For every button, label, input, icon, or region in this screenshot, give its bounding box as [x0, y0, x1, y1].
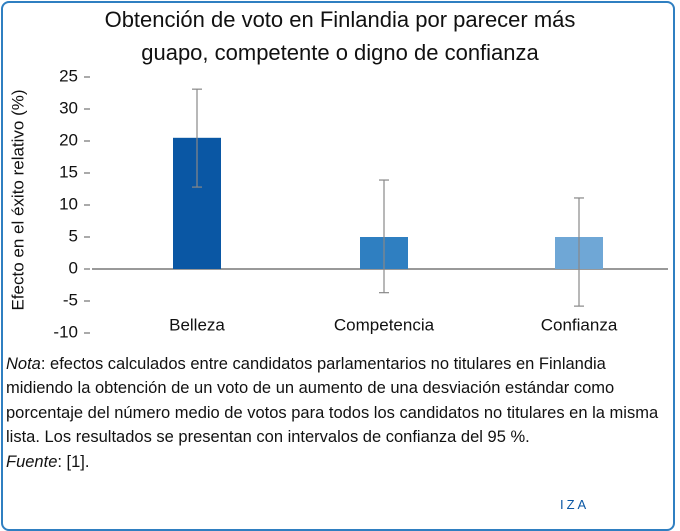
x-tick-label: Confianza — [541, 315, 618, 334]
y-axis-label: Efecto en el éxito relativo (%) — [8, 89, 27, 310]
chart-title: Obtención de voto en Finlandia por parec… — [105, 7, 576, 32]
y-tick-label: -10 — [53, 322, 78, 341]
y-tick-label: 25 — [59, 66, 78, 85]
note-text: : efectos calculados entre candidatos pa… — [6, 355, 659, 447]
y-tick-label: 5 — [69, 226, 78, 245]
y-tick-label: 30 — [59, 98, 78, 117]
x-tick-label: Belleza — [169, 315, 225, 334]
note: Nota: efectos calculados entre candidato… — [6, 352, 674, 450]
y-tick-label: 10 — [59, 194, 78, 213]
source: Fuente: [1]. — [6, 450, 674, 474]
chart: Obtención de voto en Finlandia por parec… — [8, 7, 668, 341]
x-tick-label: Competencia — [334, 315, 435, 334]
y-tick-label: -5 — [63, 290, 78, 309]
source-label: Fuente — [6, 452, 58, 471]
y-tick-label: 0 — [69, 258, 78, 277]
source-text: : [1]. — [57, 452, 90, 471]
notes: Nota: efectos calculados entre candidato… — [6, 352, 674, 474]
logo: IZA — [560, 497, 590, 512]
y-tick-label: 20 — [59, 130, 78, 149]
note-label: Nota — [6, 355, 41, 373]
chart-title: guapo, competente o digno de confianza — [141, 40, 539, 65]
y-tick-label: 15 — [59, 162, 78, 181]
